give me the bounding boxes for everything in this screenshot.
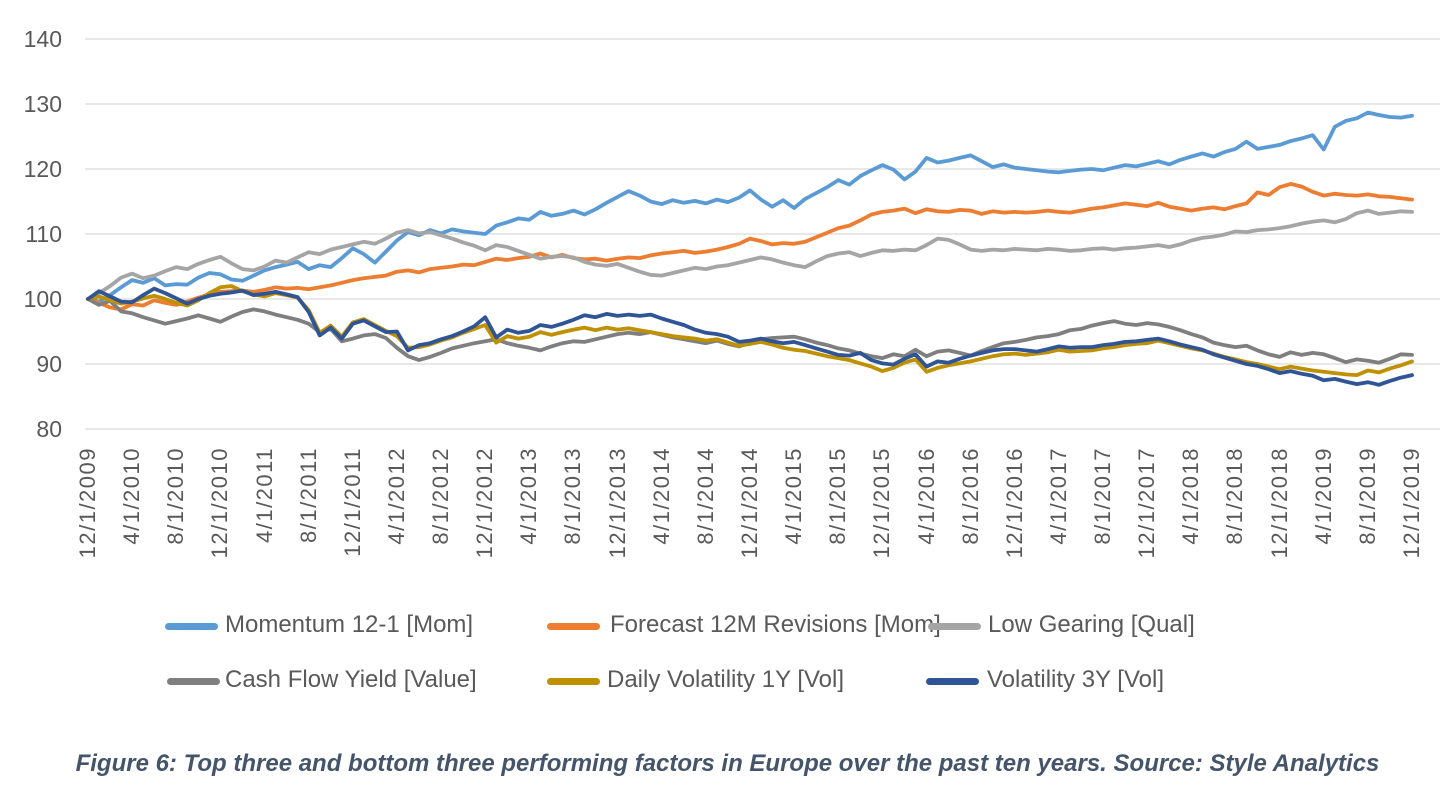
x-tick-label: 12/1/2016: [1001, 447, 1027, 559]
y-tick-label: 130: [23, 91, 62, 117]
legend-swatch: [165, 622, 218, 630]
x-tick-label: 12/1/2011: [339, 447, 365, 557]
y-tick-label: 90: [36, 351, 62, 377]
x-tick-label: 12/1/2015: [869, 447, 895, 559]
x-tick-label: 8/1/2015: [825, 447, 851, 545]
x-tick-label: 4/1/2012: [383, 447, 409, 545]
x-tick-label: 12/1/2013: [604, 447, 630, 559]
x-tick-label: 8/1/2011: [295, 447, 321, 544]
figure-caption: Figure 6: Top three and bottom three per…: [75, 750, 1380, 777]
legend-item-label: Daily Volatility 1Y [Vol]: [607, 666, 845, 693]
x-tick-label: 8/1/2016: [957, 447, 983, 545]
legend-swatch: [926, 677, 979, 685]
y-tick-label: 110: [25, 221, 62, 247]
x-tick-label: 12/1/2012: [472, 447, 498, 559]
series-line-5: [86, 286, 1414, 387]
x-tick-label: 4/1/2011: [251, 447, 277, 544]
x-tick-label: 4/1/2019: [1310, 447, 1336, 545]
x-tick-label: 8/1/2010: [163, 447, 189, 545]
legend-item-label: Momentum 12-1 [Mom]: [225, 611, 474, 638]
x-tick-label: 4/1/2018: [1178, 447, 1204, 545]
x-tick-label: 12/1/2014: [737, 447, 762, 559]
x-tick-label: 12/1/2018: [1266, 447, 1292, 559]
legend-item-label: Cash Flow Yield [Value]: [225, 666, 477, 693]
series-line-0: [86, 110, 1414, 304]
legend-item-label: Forecast 12M Revisions [Mom]: [610, 611, 941, 638]
x-tick-label: 12/1/2019: [1399, 447, 1424, 559]
legend-item-label: Volatility 3Y [Vol]: [987, 666, 1164, 693]
x-tick-label: 8/1/2013: [560, 447, 586, 545]
legend-swatch: [547, 622, 600, 630]
y-tick-label: 100: [23, 286, 62, 312]
line-chart-plot: [85, 38, 1440, 430]
x-tick-label: 8/1/2014: [692, 447, 718, 545]
x-tick-label: 4/1/2014: [648, 447, 674, 545]
x-tick-label: 12/1/2017: [1134, 447, 1160, 559]
legend-swatch: [547, 677, 600, 685]
x-tick-label: 4/1/2015: [781, 447, 807, 545]
y-tick-label: 80: [36, 416, 62, 442]
x-tick-label: 4/1/2016: [913, 447, 939, 545]
series-line-2: [86, 208, 1414, 301]
x-tick-label: 8/1/2018: [1222, 447, 1248, 545]
x-tick-label: 4/1/2017: [1045, 447, 1071, 545]
x-tick-label: 12/1/2010: [207, 447, 233, 559]
y-tick-label: 140: [23, 26, 62, 52]
legend-swatch: [928, 622, 981, 630]
x-tick-label: 8/1/2017: [1090, 447, 1116, 545]
series-line-1: [86, 181, 1414, 312]
y-tick-label: 120: [23, 156, 62, 182]
x-tick-label: 8/1/2019: [1354, 447, 1380, 545]
x-tick-label: 12/1/2009: [75, 447, 100, 559]
legend-item-label: Low Gearing [Qual]: [988, 611, 1195, 638]
x-tick-label: 8/1/2012: [428, 447, 454, 545]
legend-swatch: [167, 677, 220, 685]
x-tick-label: 4/1/2010: [119, 447, 145, 545]
x-tick-label: 4/1/2013: [516, 447, 542, 545]
